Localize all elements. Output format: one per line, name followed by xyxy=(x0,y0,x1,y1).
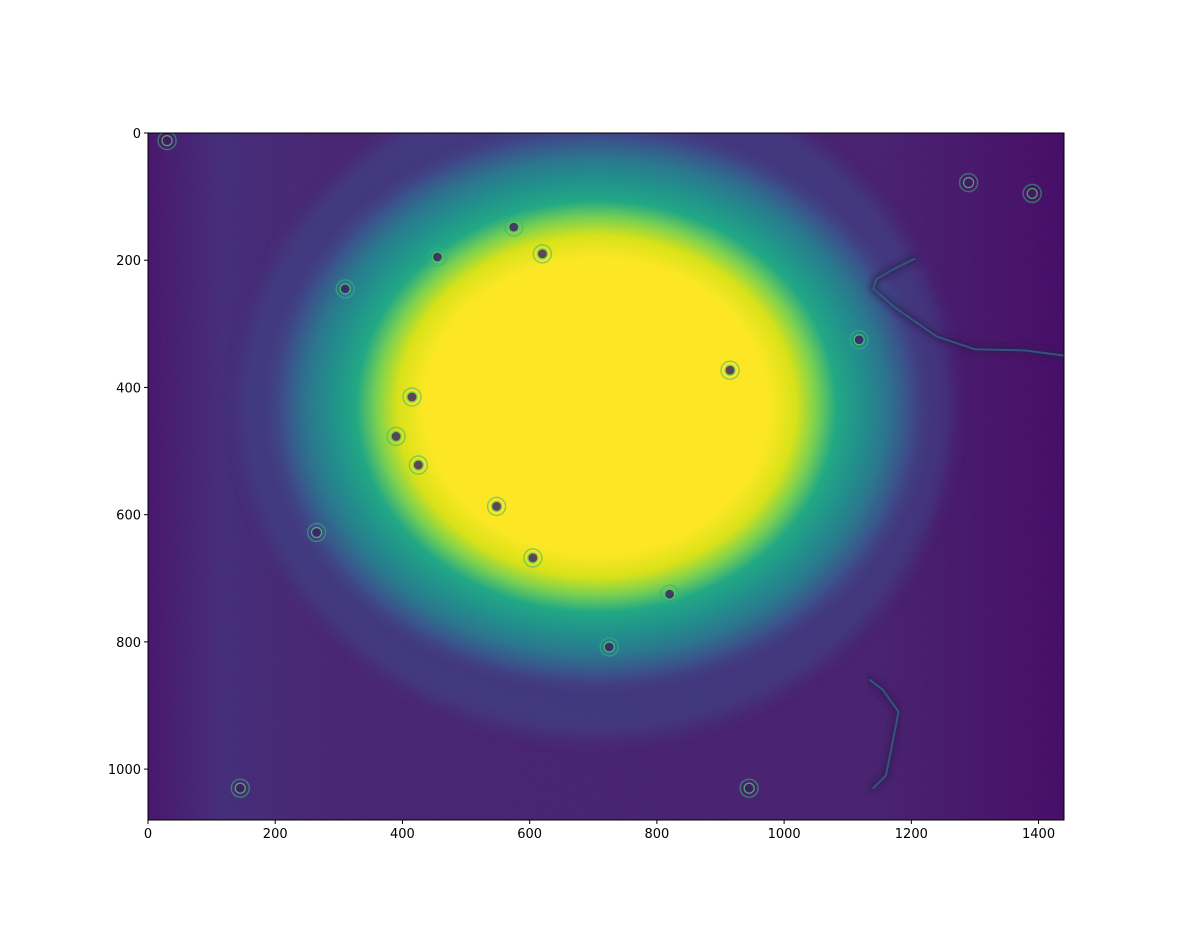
fiber-0 xyxy=(869,255,1064,360)
x-tick-label: 600 xyxy=(517,827,542,842)
fiber-1 xyxy=(866,676,903,792)
particle-16 xyxy=(486,496,507,517)
particle-9 xyxy=(157,133,177,151)
particle-2 xyxy=(386,426,406,447)
axes-frame xyxy=(147,132,1065,821)
particle-4 xyxy=(402,387,422,407)
particle-0 xyxy=(532,244,553,264)
x-tick-label: 800 xyxy=(644,827,669,842)
particle-11 xyxy=(739,778,759,798)
fiber-artifacts xyxy=(866,255,1064,792)
y-tick-label: 800 xyxy=(116,636,141,651)
particle-14 xyxy=(958,172,979,193)
x-axis: 0 200 400 600 800 1000 1200 1400 xyxy=(144,820,1055,842)
heatmap-image xyxy=(148,133,1064,820)
particle-5 xyxy=(408,455,429,475)
particle-18 xyxy=(335,279,355,299)
y-tick-label: 600 xyxy=(116,509,141,524)
x-tick-label: 0 xyxy=(144,827,152,842)
particle-12 xyxy=(306,522,327,543)
y-tick-label: 400 xyxy=(116,381,141,396)
particle-8 xyxy=(504,217,524,237)
particle-1 xyxy=(720,360,740,381)
x-tick-label: 400 xyxy=(390,827,415,842)
particle-17 xyxy=(523,548,543,568)
particle-6 xyxy=(659,584,680,604)
particle-13 xyxy=(1022,183,1042,204)
x-tick-label: 200 xyxy=(263,827,288,842)
y-tick-label: 0 xyxy=(133,127,141,142)
particle-3 xyxy=(427,247,448,267)
x-tick-label: 1400 xyxy=(1022,827,1055,842)
particle-markers xyxy=(157,133,1042,798)
particle-10 xyxy=(230,778,250,798)
y-tick-label: 200 xyxy=(116,254,141,269)
particle-7 xyxy=(599,637,619,657)
x-tick-label: 1000 xyxy=(768,827,801,842)
x-tick-label: 1200 xyxy=(895,827,928,842)
y-tick-label: 1000 xyxy=(108,763,141,778)
y-axis: 0 200 400 600 800 1000 xyxy=(108,127,148,778)
heatmap-bright-spot xyxy=(253,133,940,701)
particle-15 xyxy=(849,329,869,350)
